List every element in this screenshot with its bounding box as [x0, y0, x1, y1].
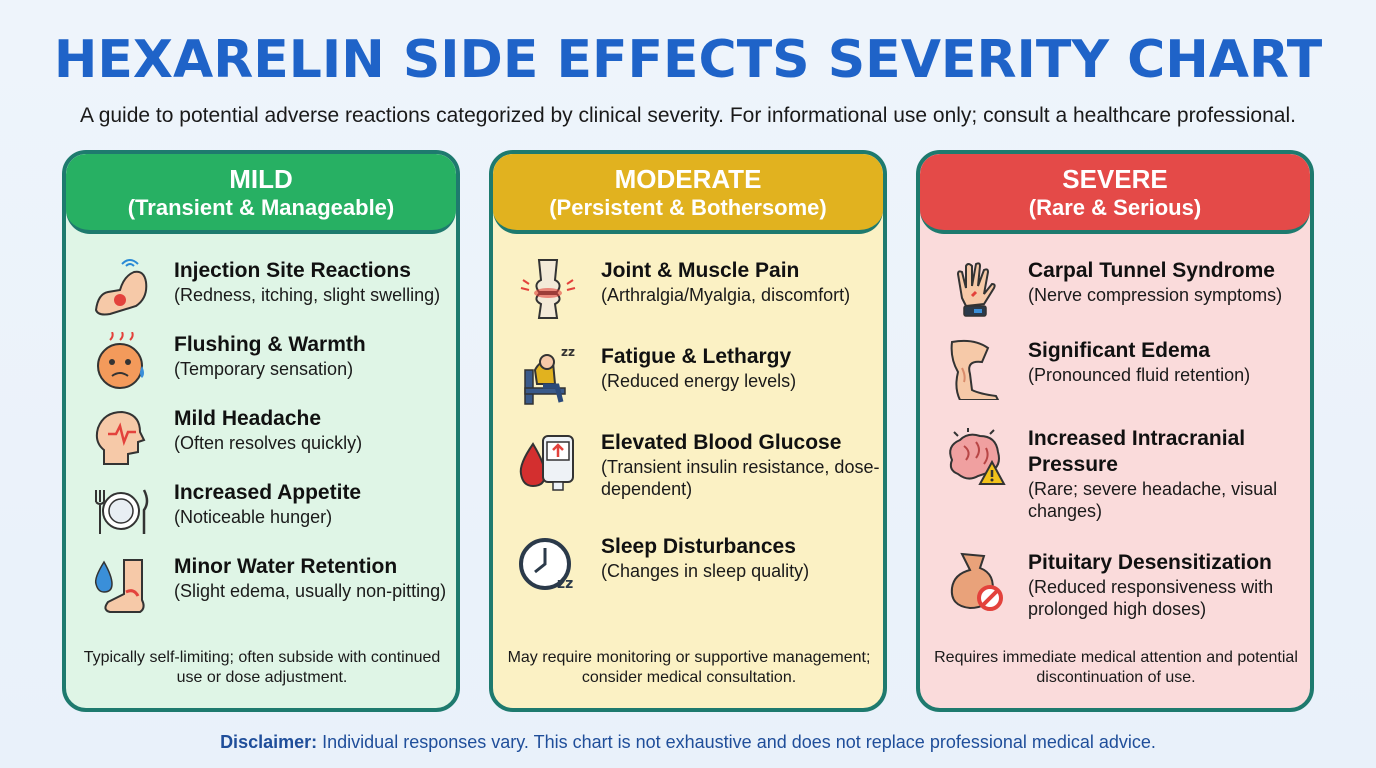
item-name: Carpal Tunnel Syndrome [1028, 259, 1275, 282]
item-desc: (Noticeable hunger) [174, 507, 333, 527]
severe-heading: SEVERE [1062, 164, 1168, 194]
pituitary-blocked-icon [944, 550, 1006, 612]
moderate-header: MODERATE (Persistent & Bothersome) [493, 154, 883, 234]
page-title: HEXARELIN SIDE EFFECTS SEVERITY CHART [53, 30, 1323, 90]
item-name: Increased Appetite [174, 481, 362, 504]
disclaimer-label: Disclaimer: [220, 732, 318, 752]
disclaimer: Disclaimer: Individual responses vary. T… [0, 731, 1376, 753]
knee-joint-icon [517, 258, 579, 320]
page-subtitle: A guide to potential adverse reactions c… [80, 104, 1296, 127]
severe-card: SEVERE (Rare & Serious) Carpal Tunnel Sy… [916, 150, 1314, 712]
svg-text:zz: zz [561, 345, 575, 359]
item-name: Pituitary Desensitization [1028, 551, 1272, 574]
item-name: Mild Headache [174, 407, 322, 430]
swollen-leg-icon [944, 338, 1006, 400]
svg-text:zz: zz [557, 576, 573, 592]
severe-subheading: (Rare & Serious) [1028, 195, 1202, 220]
item-desc: (Redness, itching, slight swelling) [174, 285, 441, 305]
head-pulse-icon [90, 406, 152, 468]
mild-card: MILD (Transient & Manageable) Injection … [62, 150, 460, 712]
item-desc: (Nerve compression symptoms) [1028, 285, 1283, 305]
item-desc: (Slight edema, usually non-pitting) [174, 581, 447, 601]
item-name: Injection Site Reactions [174, 259, 411, 282]
item-name: Flushing & Warmth [174, 333, 366, 356]
moderate-footer: May require monitoring or supportive man… [507, 649, 871, 686]
flushed-face-icon [90, 332, 152, 394]
item-name: Significant Edema [1028, 339, 1211, 362]
item-name: Sleep Disturbances [601, 535, 796, 558]
item-desc: (Changes in sleep quality) [601, 561, 810, 581]
mild-heading: MILD [229, 164, 293, 194]
mild-footer: Typically self-limiting; often subside w… [83, 649, 441, 686]
severe-footer: Requires immediate medical attention and… [934, 649, 1298, 686]
mild-subheading: (Transient & Manageable) [127, 195, 395, 220]
tired-person-icon: zz [517, 344, 579, 406]
water-drop-foot-icon [90, 554, 152, 616]
item-desc: (Often resolves quickly) [174, 433, 363, 453]
item-name: Joint & Muscle Pain [601, 259, 800, 282]
item-name: Elevated Blood Glucose [601, 431, 842, 454]
item-desc: (Temporary sensation) [174, 359, 354, 379]
mild-header: MILD (Transient & Manageable) [66, 154, 456, 234]
moderate-subheading: (Persistent & Bothersome) [549, 195, 827, 220]
brain-warning-icon [944, 426, 1006, 488]
item-desc: (Pronounced fluid retention) [1028, 365, 1251, 385]
glucose-meter-icon [517, 430, 579, 492]
moderate-card: MODERATE (Persistent & Bothersome) Joint… [489, 150, 887, 712]
clock-sleep-icon: zz [517, 534, 579, 596]
moderate-heading: MODERATE [614, 164, 762, 194]
hand-wrist-icon [944, 258, 1006, 320]
disclaimer-text: Individual responses vary. This chart is… [322, 732, 1156, 752]
plate-cutlery-icon [90, 480, 152, 542]
item-name: Increased Intracranial Pressure [1028, 427, 1246, 476]
item-desc: (Reduced energy levels) [601, 371, 797, 391]
severe-header: SEVERE (Rare & Serious) [920, 154, 1310, 234]
item-name: Minor Water Retention [174, 555, 398, 578]
item-desc: (Rare; severe headache, visual changes) [1028, 479, 1278, 521]
item-name: Fatigue & Lethargy [601, 345, 792, 368]
item-desc: (Transient insulin resistance, dose-depe… [601, 457, 880, 499]
item-desc: (Reduced responsiveness with prolonged h… [1028, 577, 1274, 619]
arm-injection-icon [90, 258, 152, 320]
item-desc: (Arthralgia/Myalgia, discomfort) [601, 285, 851, 305]
